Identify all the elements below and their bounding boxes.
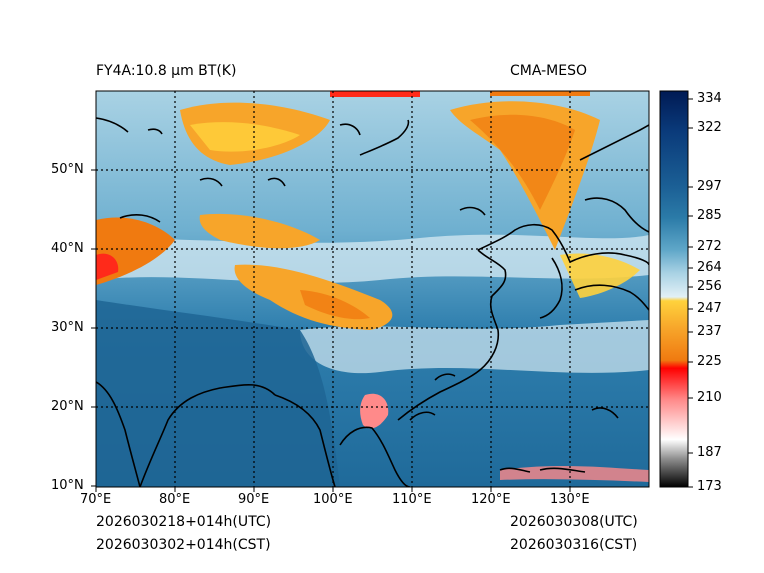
lat-label-10n: 10°N — [51, 478, 84, 493]
colorbar-label: 297 — [697, 179, 722, 194]
lon-label-80e: 80°E — [159, 492, 191, 507]
lon-label-110e: 110°E — [392, 492, 432, 507]
colorbar-label: 334 — [697, 91, 722, 106]
lon-label-90e: 90°E — [238, 492, 270, 507]
colorbar-label: 247 — [697, 301, 722, 316]
valid-time-cst: 2026030316(CST) — [510, 537, 638, 553]
colorbar-label: 264 — [697, 260, 722, 275]
colorbar-label: 225 — [697, 354, 722, 369]
lat-label-50n: 50°N — [51, 162, 84, 177]
colorbar-label: 272 — [697, 239, 722, 254]
colorbar-label: 173 — [697, 479, 722, 494]
colorbar-label: 256 — [697, 279, 722, 294]
colorbar-label: 322 — [697, 120, 722, 135]
map-panel — [96, 91, 649, 487]
valid-time-utc: 2026030308(UTC) — [510, 514, 638, 530]
colorbar — [660, 91, 688, 487]
chart-title: FY4A:10.8 µm BT(K) — [96, 63, 237, 79]
colorbar-label: 237 — [697, 324, 722, 339]
lon-label-130e: 130°E — [550, 492, 590, 507]
lon-label-70e: 70°E — [80, 492, 112, 507]
init-time-utc: 2026030218+014h(UTC) — [96, 514, 272, 530]
lon-label-120e: 120°E — [471, 492, 511, 507]
lat-label-20n: 20°N — [51, 399, 84, 414]
colorbar-label: 187 — [697, 445, 722, 460]
lon-label-100e: 100°E — [313, 492, 353, 507]
colorbar-label: 285 — [697, 208, 722, 223]
lat-label-40n: 40°N — [51, 241, 84, 256]
model-name: CMA-MESO — [510, 63, 588, 79]
init-time-cst: 2026030302+014h(CST) — [96, 537, 271, 553]
lat-label-30n: 30°N — [51, 320, 84, 335]
colorbar-label: 210 — [697, 390, 722, 405]
